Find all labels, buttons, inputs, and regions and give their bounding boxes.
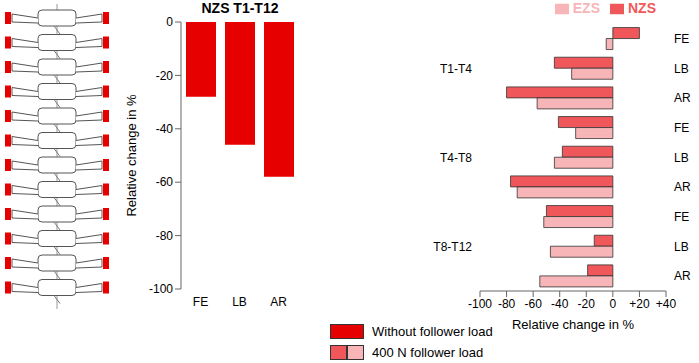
svg-text:LB: LB	[674, 62, 689, 76]
svg-text:T1-T4: T1-T4	[440, 62, 472, 76]
svg-text:-80: -80	[156, 229, 174, 243]
html-text:EZS: EZS	[572, 0, 600, 16]
svg-text:T4-T8: T4-T8	[440, 151, 472, 165]
svg-text:LB: LB	[232, 295, 247, 309]
svg-text:FE: FE	[193, 295, 208, 309]
html-text:Without follower load: Without follower load	[372, 323, 493, 339]
svg-text:LB: LB	[674, 151, 689, 165]
svg-text:-40: -40	[156, 122, 174, 136]
html-text:NZS: NZS	[628, 0, 656, 16]
svg-text:-100: -100	[468, 297, 492, 311]
svg-text:LB: LB	[674, 240, 689, 254]
svg-text:Relative change in %: Relative change in %	[124, 94, 139, 217]
svg-text:FE: FE	[674, 32, 689, 46]
svg-text:0: 0	[610, 297, 617, 311]
svg-text:AR: AR	[674, 91, 691, 105]
svg-text:FE: FE	[674, 121, 689, 135]
svg-text:AR: AR	[270, 295, 287, 309]
svg-text:T8-T12: T8-T12	[433, 240, 472, 254]
svg-text:AR: AR	[674, 269, 691, 283]
svg-text:-40: -40	[551, 297, 569, 311]
svg-text:+40: +40	[656, 297, 677, 311]
svg-text:0: 0	[166, 15, 173, 29]
svg-text:-20: -20	[578, 297, 596, 311]
svg-text:AR: AR	[674, 180, 691, 194]
html-text:400 N follower load: 400 N follower load	[372, 344, 484, 360]
svg-text:+20: +20	[629, 297, 650, 311]
svg-text:-60: -60	[524, 297, 542, 311]
html-text:NZS T1-T12: NZS T1-T12	[201, 0, 279, 16]
svg-text:Relative change in %: Relative change in %	[512, 317, 635, 332]
svg-text:-20: -20	[156, 69, 174, 83]
svg-text:-80: -80	[498, 297, 516, 311]
svg-text:-60: -60	[156, 175, 174, 189]
svg-text:FE: FE	[674, 210, 689, 224]
svg-text:-100: -100	[149, 282, 173, 296]
